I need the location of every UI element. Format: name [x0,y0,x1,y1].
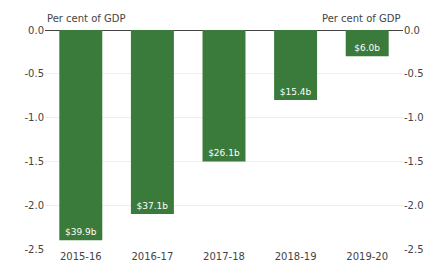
svg-text:-2.0: -2.0 [24,200,44,211]
svg-text:-1.5: -1.5 [24,156,44,167]
svg-text:-1.0: -1.0 [404,112,424,123]
svg-text:2017-18: 2017-18 [203,251,245,262]
svg-text:2016-17: 2016-17 [132,251,174,262]
svg-text:$6.0b: $6.0b [354,43,380,53]
svg-text:Per cent of GDP: Per cent of GDP [47,13,126,24]
svg-text:$39.9b: $39.9b [65,227,97,237]
svg-text:-1.5: -1.5 [404,156,424,167]
svg-text:-1.0: -1.0 [24,112,44,123]
svg-text:2019-20: 2019-20 [346,251,388,262]
svg-text:0.0: 0.0 [404,25,420,36]
svg-text:2015-16: 2015-16 [60,251,102,262]
svg-text:$26.1b: $26.1b [208,148,240,158]
svg-text:-2.5: -2.5 [404,244,424,255]
svg-text:-2.0: -2.0 [404,200,424,211]
svg-text:-2.5: -2.5 [24,244,44,255]
svg-text:$37.1b: $37.1b [137,201,169,211]
svg-text:-0.5: -0.5 [404,68,424,79]
svg-text:2018-19: 2018-19 [275,251,317,262]
svg-text:-0.5: -0.5 [24,68,44,79]
svg-text:$15.4b: $15.4b [280,87,312,97]
svg-text:0.0: 0.0 [28,25,44,36]
svg-text:Per cent of GDP: Per cent of GDP [322,13,401,24]
